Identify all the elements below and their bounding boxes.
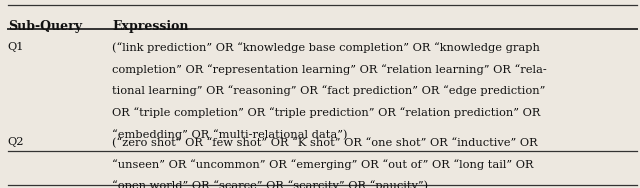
Text: (“link prediction” OR “knowledge base completion” OR “knowledge graph: (“link prediction” OR “knowledge base co… [112, 42, 540, 53]
Text: (“zero shot” OR “few shot” OR “K shot” OR “one shot” OR “inductive” OR: (“zero shot” OR “few shot” OR “K shot” O… [112, 137, 538, 148]
Text: “embedding” OR “multi-relational data”): “embedding” OR “multi-relational data”) [112, 129, 348, 139]
Text: Sub-Query: Sub-Query [8, 20, 82, 33]
Text: Expression: Expression [112, 20, 189, 33]
Text: “open world” OR “scarce” OR “scarcity” OR “paucity”): “open world” OR “scarce” OR “scarcity” O… [112, 180, 428, 188]
Text: tional learning” OR “reasoning” OR “fact prediction” OR “edge prediction”: tional learning” OR “reasoning” OR “fact… [112, 86, 545, 96]
Text: completion” OR “representation learning” OR “relation learning” OR “rela-: completion” OR “representation learning”… [112, 64, 547, 75]
Text: Q1: Q1 [8, 42, 24, 52]
Text: OR “triple completion” OR “triple prediction” OR “relation prediction” OR: OR “triple completion” OR “triple predic… [112, 107, 540, 118]
Text: “unseen” OR “uncommon” OR “emerging” OR “out of” OR “long tail” OR: “unseen” OR “uncommon” OR “emerging” OR … [112, 159, 534, 170]
Text: Q2: Q2 [8, 137, 24, 147]
